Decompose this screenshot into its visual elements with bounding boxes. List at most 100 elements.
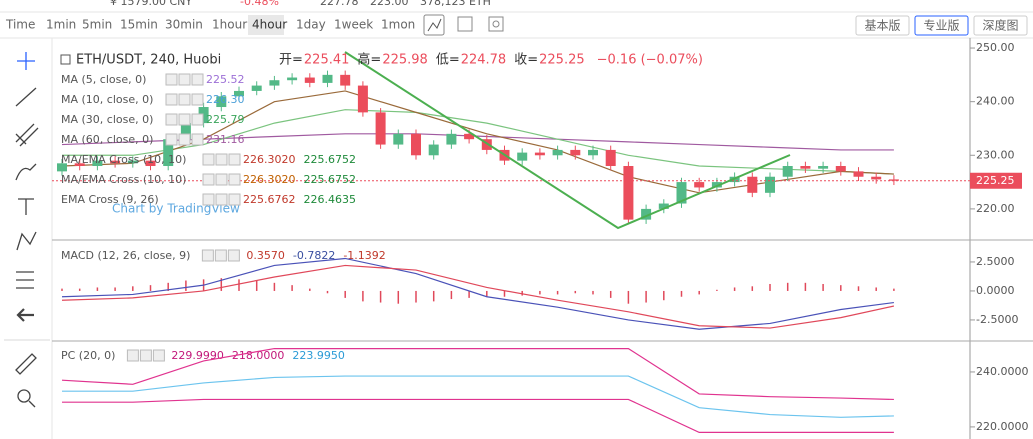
ohlc-value: 225.41 <box>304 53 350 68</box>
ruler-tool[interactable] <box>15 353 37 375</box>
candle-body <box>411 133 421 156</box>
zoom-tool[interactable] <box>17 389 31 403</box>
visibility-icon[interactable] <box>126 349 139 362</box>
indicator-name: EMA Cross (9, 26) <box>61 193 159 206</box>
close-icon[interactable] <box>191 73 204 86</box>
brush-tool[interactable] <box>15 163 37 181</box>
visibility-icon[interactable] <box>202 173 215 186</box>
crosshair-tool[interactable] <box>17 52 35 70</box>
settings-icon[interactable] <box>178 113 191 126</box>
collapse-icon[interactable] <box>60 54 71 65</box>
indicator-name: MA (60, close, 0) <box>61 133 153 146</box>
candle-body <box>304 77 315 83</box>
candle-body <box>588 149 598 156</box>
interval-button[interactable]: 30min <box>165 18 203 32</box>
y-tick-label: 220.00 <box>976 202 1015 215</box>
visibility-icon[interactable] <box>165 73 178 86</box>
close-icon[interactable] <box>228 193 241 206</box>
candle-body <box>446 133 457 145</box>
interval-button[interactable]: 4hour <box>252 18 287 32</box>
view-button[interactable] <box>914 15 969 36</box>
visibility-icon[interactable] <box>165 93 178 106</box>
time-label: Time <box>5 18 35 32</box>
settings-icon[interactable] <box>178 93 191 106</box>
candle-body <box>57 163 67 172</box>
visibility-icon[interactable] <box>165 113 178 126</box>
indicator-button[interactable] <box>457 16 473 32</box>
indicator-value: 225.6762 <box>243 193 296 206</box>
view-label: 深度图 <box>982 18 1018 33</box>
candle-body <box>127 160 138 164</box>
indicator-name: MACD (12, 26, close, 9) <box>61 249 190 262</box>
settings-icon[interactable] <box>214 249 227 262</box>
candle-body <box>747 176 758 193</box>
visibility-icon[interactable] <box>202 193 215 206</box>
settings-icon[interactable] <box>139 349 152 362</box>
candle-body <box>145 160 156 167</box>
back-tool[interactable] <box>16 308 34 322</box>
settings-icon[interactable] <box>215 193 228 206</box>
indicator-value: 0.3570 <box>246 249 285 262</box>
chart-style-button[interactable] <box>423 14 445 36</box>
y-tick-label: 0.0000 <box>976 284 1015 297</box>
candle-body <box>641 208 652 220</box>
indicator-line <box>61 264 895 329</box>
interval-button[interactable]: 1day <box>296 18 326 32</box>
close-icon[interactable] <box>227 249 240 262</box>
view-label: 专业版 <box>923 18 959 33</box>
interval-button[interactable]: 1mon <box>381 18 415 32</box>
close-icon[interactable] <box>228 173 241 186</box>
indicator-value: 225.52 <box>206 73 245 86</box>
candle-body <box>375 112 386 145</box>
visibility-icon[interactable] <box>201 249 214 262</box>
indicator-line <box>61 257 894 330</box>
indicator-name: MA/EMA Cross (10, 10) <box>61 153 186 166</box>
candle-body <box>110 160 121 164</box>
indicator-value: 229.9990 <box>171 349 224 362</box>
close-icon[interactable] <box>152 349 165 362</box>
y-tick-label: 240.00 <box>976 95 1015 108</box>
close-icon[interactable] <box>191 133 204 146</box>
ticker-low: 223.00 <box>370 0 409 8</box>
interval-button[interactable]: 15min <box>120 18 158 32</box>
indicator-value: 226.30 <box>206 93 245 106</box>
candle-body <box>269 80 280 86</box>
indicator-value: -1.1392 <box>343 249 385 262</box>
visibility-icon[interactable] <box>202 153 215 166</box>
candle-body <box>216 96 227 108</box>
close-icon[interactable] <box>228 153 241 166</box>
interval-button[interactable]: 1hour <box>212 18 247 32</box>
view-button[interactable] <box>855 15 910 36</box>
interval-button[interactable]: 5min <box>82 18 112 32</box>
candle-body <box>198 107 209 124</box>
settings-icon[interactable] <box>215 173 228 186</box>
prediction-tool[interactable] <box>16 271 34 289</box>
ohlc-label: 高= <box>357 52 381 68</box>
text-tool[interactable] <box>18 198 34 215</box>
settings-icon[interactable] <box>215 153 228 166</box>
interval-button[interactable]: 1week <box>334 18 373 32</box>
view-button[interactable] <box>973 15 1028 36</box>
settings-icon[interactable] <box>178 133 191 146</box>
trendline-tool[interactable] <box>15 87 37 107</box>
candle-body <box>92 160 103 167</box>
candle-body <box>694 182 705 188</box>
settings-icon[interactable] <box>178 73 191 86</box>
candle-body <box>853 171 864 177</box>
fib-tool[interactable] <box>15 123 39 147</box>
candle-body <box>552 149 563 156</box>
pattern-tool[interactable] <box>16 231 37 251</box>
y-tick-label: 2.5000 <box>976 255 1015 268</box>
settings-button[interactable] <box>488 16 504 32</box>
y-tick-label: -2.5000 <box>976 313 1018 326</box>
y-tick-label: 230.00 <box>976 148 1015 161</box>
zoom-handle <box>28 400 36 408</box>
indicator-value: 223.9950 <box>292 349 345 362</box>
indicator-name: MA (10, close, 0) <box>61 93 153 106</box>
visibility-icon[interactable] <box>165 133 178 146</box>
interval-button[interactable]: 1min <box>46 18 76 32</box>
close-icon[interactable] <box>191 113 204 126</box>
close-icon[interactable] <box>191 93 204 106</box>
legend: ETH/USDT, 240, Huobi Chart by TradingVie… <box>60 52 703 216</box>
